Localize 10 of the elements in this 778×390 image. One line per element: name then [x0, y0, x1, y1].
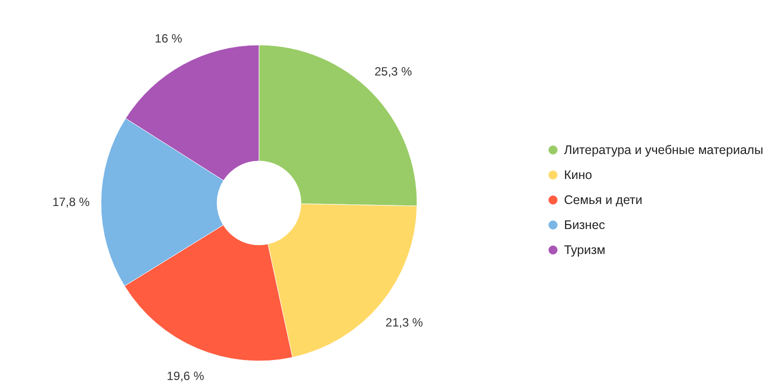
data-label: 21,3 %	[386, 315, 424, 330]
legend-label: Кино	[564, 168, 592, 182]
legend-label: Туризм	[564, 243, 606, 257]
data-label: 17,8 %	[52, 194, 90, 209]
legend-label: Литература и учебные материалы	[564, 143, 764, 157]
data-label: 25,3 %	[374, 64, 412, 78]
legend-label: Бизнес	[564, 218, 606, 232]
data-label: 19,6 %	[166, 369, 204, 384]
legend-label: Семья и дети	[564, 193, 642, 207]
data-label: 16 %	[154, 31, 182, 46]
